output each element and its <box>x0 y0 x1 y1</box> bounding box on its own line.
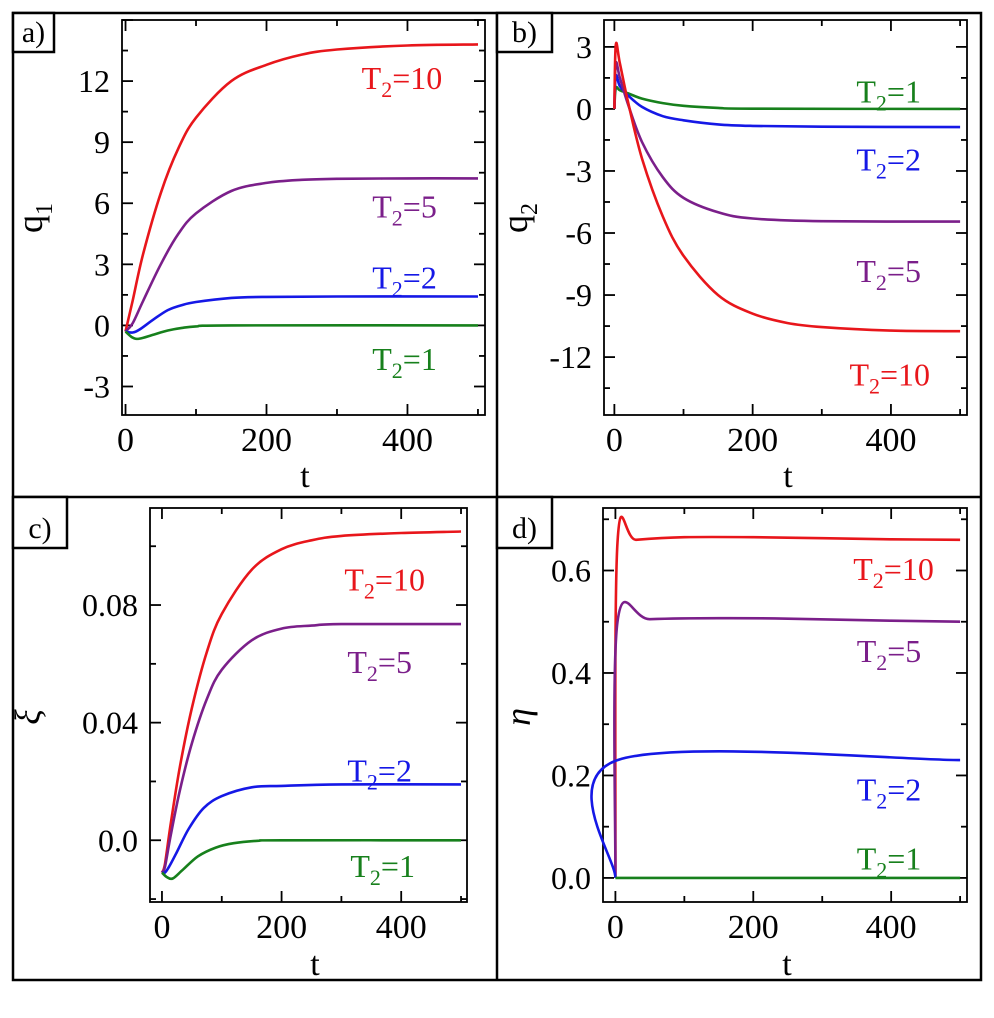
x-tick-label: 0 <box>607 909 624 946</box>
series-line-t2-1 <box>613 85 961 111</box>
series-line-t2-1 <box>161 838 462 881</box>
y-tick-label: -12 <box>549 339 592 375</box>
panel-d: d) 0 200 400 0.0 0.2 0.4 0.6 t η T2=10 T2=5 T2=2 T2=1 <box>495 495 968 983</box>
y-tick-label: 0 <box>94 307 110 343</box>
y-tick-label: 3 <box>94 246 110 282</box>
series-line-t2-10 <box>160 530 462 874</box>
panel-c: c) 0 200 400 0.0 0.04 0.08 t ξ T2=10 T2=5 T2=2 T2=1 <box>8 495 468 983</box>
plot-frame <box>149 507 468 903</box>
x-axis-label: t <box>782 946 792 983</box>
series-label: T2=2 <box>856 142 921 184</box>
x-tick-label: 400 <box>865 422 916 459</box>
series-label: T2=10 <box>853 551 934 593</box>
x-tick-label: 0 <box>606 422 623 459</box>
y-tick-label: -6 <box>565 215 592 251</box>
x-axis-label: t <box>783 458 793 495</box>
plot-frame <box>603 19 968 416</box>
y-tick-label: 0.0 <box>98 822 138 858</box>
y-tick-label: 6 <box>94 185 110 221</box>
series-label: T2=5 <box>856 253 921 295</box>
series-label: T2=2 <box>347 753 412 795</box>
panel-label-box <box>11 495 69 550</box>
y-tick-label: 3 <box>576 29 592 65</box>
series-label: T2=1 <box>857 840 922 882</box>
series-label: T2=10 <box>849 357 930 399</box>
series-line-t2-2 <box>613 73 961 129</box>
y-tick-label: 0.4 <box>551 655 591 691</box>
y-axis-label-subscript: 2 <box>517 203 543 215</box>
series-line-t2-2 <box>125 295 479 334</box>
series-label: T2=10 <box>362 60 443 102</box>
panel-label: d) <box>512 512 537 545</box>
series-label: T2=10 <box>344 562 425 604</box>
panel-label-box <box>11 11 56 54</box>
series-label: T2=5 <box>347 644 412 686</box>
series-label: T2=2 <box>857 771 922 813</box>
y-tick-label: -3 <box>83 368 110 404</box>
series-line-t2-10 <box>613 41 961 333</box>
plot-frame <box>602 507 968 903</box>
y-tick-label: 0 <box>576 91 592 127</box>
x-tick-label: 400 <box>376 909 427 946</box>
series-line-t2-5 <box>613 60 961 223</box>
series-line-t2-10 <box>613 515 961 878</box>
y-tick-label: 9 <box>94 124 110 160</box>
y-tick-label: 12 <box>78 63 110 99</box>
y-tick-label: -9 <box>565 277 592 313</box>
series-line-t2-5 <box>160 622 462 874</box>
x-axis-label: t <box>310 946 320 983</box>
y-axis-label: ξ <box>8 709 48 725</box>
y-tick-label: 0.6 <box>551 553 591 589</box>
x-tick-label: 0 <box>153 909 170 946</box>
x-axis-label: t <box>300 458 310 495</box>
series-label: T2=5 <box>857 633 922 675</box>
y-tick-label: 0.04 <box>82 705 138 741</box>
y-tick-label: -3 <box>565 153 592 189</box>
panel-label-box <box>495 11 554 54</box>
x-tick-label: 0 <box>117 422 134 459</box>
x-tick-label: 200 <box>256 909 307 946</box>
y-tick-label: 0.08 <box>82 587 138 623</box>
series-line-t2-10 <box>124 43 479 332</box>
y-axis-label-subscript: 1 <box>32 203 58 215</box>
series-line-t2-2 <box>161 782 462 875</box>
series-line-t2-2 <box>590 750 961 879</box>
panel-label-box <box>495 495 554 550</box>
x-tick-label: 200 <box>727 422 778 459</box>
y-axis-label: η <box>498 708 538 726</box>
panel-label: b) <box>512 16 537 49</box>
y-tick-label: 0.0 <box>551 860 591 896</box>
series-label: T2=5 <box>372 188 437 230</box>
series-line-t2-1 <box>124 324 479 341</box>
x-tick-label: 400 <box>866 909 917 946</box>
series-label: T2=1 <box>350 848 415 890</box>
panel-label: a) <box>22 16 45 49</box>
y-tick-label: 0.2 <box>551 757 591 793</box>
series-label: T2=1 <box>856 73 921 115</box>
series-line-t2-5 <box>124 177 479 333</box>
x-tick-label: 200 <box>241 422 292 459</box>
x-tick-label: 400 <box>382 422 433 459</box>
series-label: T2=2 <box>372 260 437 302</box>
plot-frame <box>121 19 486 416</box>
series-line-t2-5 <box>613 600 961 878</box>
panel-label: c) <box>28 512 51 545</box>
series-label: T2=1 <box>372 341 437 383</box>
x-tick-label: 200 <box>728 909 779 946</box>
